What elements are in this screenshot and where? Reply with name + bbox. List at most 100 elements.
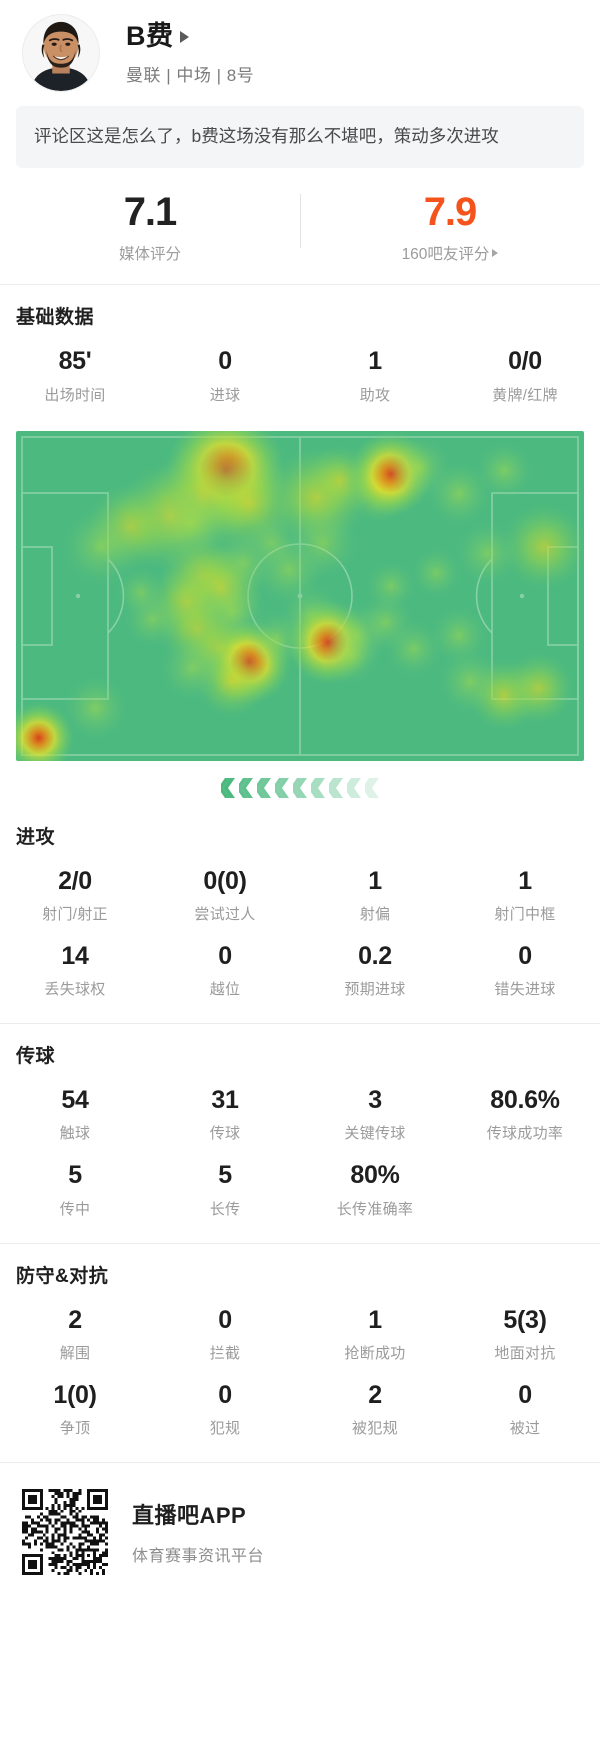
- stat-cell: 1 射门中框: [450, 857, 600, 932]
- stat-value: 5(3): [503, 1305, 547, 1334]
- divider: [0, 1242, 600, 1244]
- stat-grid-attack: 2/0 射门/射正 0(0) 尝试过人 1 射偏 1 射门中框 14 丢失球权 …: [0, 853, 600, 1018]
- comment-text: 评论区这是怎么了，b费这场没有那么不堪吧，策动多次进攻: [34, 126, 499, 146]
- stat-value: 1: [368, 347, 382, 376]
- heat-blob: [430, 606, 488, 664]
- player-name: B费: [126, 20, 174, 51]
- stat-label: 地面对抗: [494, 1344, 556, 1362]
- stat-label: 解围: [59, 1344, 91, 1362]
- stat-cell: 2 被犯规: [300, 1371, 450, 1446]
- player-team-position-number: 曼联 | 中场 | 8号: [126, 66, 255, 86]
- stat-label: 射门/射正: [42, 905, 108, 923]
- stat-label: 抢断成功: [344, 1344, 406, 1362]
- section-title-attack: 进攻: [16, 826, 56, 848]
- player-header: B费 曼联 | 中场 | 8号: [0, 0, 600, 102]
- app-tagline: 体育赛事资讯平台: [132, 1548, 265, 1566]
- stat-cell: 31 传球: [150, 1076, 300, 1151]
- stat-label: 传中: [59, 1200, 91, 1218]
- stat-label: 出场时间: [44, 386, 106, 404]
- stat-label: 传球: [209, 1125, 241, 1143]
- stat-label: 关键传球: [344, 1125, 406, 1143]
- heat-blob: [63, 675, 128, 740]
- media-rating: 7.1 媒体评分: [0, 190, 300, 264]
- stat-value: 0: [218, 1380, 232, 1409]
- qr-code-icon[interactable]: [22, 1489, 108, 1576]
- stat-value: 5: [68, 1161, 82, 1190]
- stat-value: 0: [218, 941, 232, 970]
- stat-cell: 0(0) 尝试过人: [150, 857, 300, 932]
- stat-label: 丢失球权: [44, 981, 106, 999]
- fans-rating-label[interactable]: 160吧友评分: [402, 242, 499, 264]
- heat-blob: [455, 520, 520, 585]
- stat-label: 触球: [59, 1125, 91, 1143]
- heat-blob: [503, 652, 575, 724]
- stat-cell: 0 进球: [150, 337, 300, 412]
- avatar-portrait-icon: [23, 15, 99, 91]
- stat-label: 传球成功率: [486, 1125, 564, 1143]
- stat-value: 2: [68, 1305, 82, 1334]
- stat-cell: 54 触球: [0, 1076, 150, 1151]
- stat-label: 被犯规: [352, 1420, 398, 1438]
- stat-cell: 1 抢断成功: [300, 1296, 450, 1371]
- stat-label: 预期进球: [344, 981, 406, 999]
- ratings-row: 7.1 媒体评分 7.9 160吧友评分: [0, 190, 600, 278]
- section-title-basic: 基础数据: [16, 307, 95, 329]
- heat-blob: [411, 547, 462, 598]
- stat-label: 被过: [509, 1420, 541, 1438]
- stat-label: 拦截: [209, 1344, 241, 1362]
- section-title-defense: 防守&对抗: [16, 1265, 109, 1287]
- heat-blob: [476, 441, 533, 499]
- stat-cell: 14 丢失球权: [0, 932, 150, 1007]
- stat-value: 0: [218, 1305, 232, 1334]
- double-chevron-left-icon: [220, 777, 235, 798]
- stat-cell-empty: [450, 1151, 600, 1226]
- comment-box[interactable]: 评论区这是怎么了，b费这场没有那么不堪吧，策动多次进攻: [16, 106, 584, 169]
- app-promo-footer: 直播吧APP 体育赛事资讯平台: [0, 1463, 600, 1605]
- avatar[interactable]: [22, 14, 100, 92]
- stat-value: 80.6%: [490, 1086, 560, 1115]
- heat-blob: [62, 507, 141, 586]
- stat-cell: 0 越位: [150, 932, 300, 1007]
- double-chevron-left-icon: [328, 777, 343, 798]
- stat-value: 5: [218, 1161, 232, 1190]
- stat-value: 14: [61, 941, 89, 970]
- double-chevron-left-icon: [346, 777, 361, 798]
- media-rating-label-text: 媒体评分: [118, 246, 181, 264]
- stat-label: 射门中框: [494, 905, 556, 923]
- fans-rating[interactable]: 7.9 160吧友评分: [300, 190, 600, 264]
- media-rating-value: 7.1: [123, 190, 178, 235]
- stat-value: 0: [218, 347, 232, 376]
- heat-blob: [501, 503, 584, 589]
- stat-label: 越位: [209, 981, 241, 999]
- stat-cell: 0 被过: [450, 1371, 600, 1446]
- player-name-row[interactable]: B费: [126, 20, 254, 52]
- divider: [0, 284, 600, 286]
- stat-label: 黄牌/红牌: [492, 386, 558, 404]
- stat-value: 85': [58, 347, 92, 376]
- heatmap-blobs: [16, 430, 584, 761]
- heat-blob: [16, 702, 75, 761]
- stat-value: 0/0: [508, 347, 542, 376]
- double-chevron-left-icon: [364, 777, 379, 798]
- fans-rating-value: 7.9: [423, 190, 478, 235]
- heatmap-section: [0, 430, 600, 805]
- stat-cell: 2/0 射门/射正: [0, 857, 150, 932]
- stat-label: 长传: [209, 1200, 241, 1218]
- attack-direction-indicator: [16, 761, 584, 805]
- heatmap-pitch[interactable]: [16, 430, 584, 761]
- stat-label: 尝试过人: [194, 905, 256, 923]
- stat-grid-basic: 85' 出场时间 0 进球 1 助攻 0/0 黄牌/红牌: [0, 333, 600, 422]
- stat-value: 3: [368, 1086, 382, 1115]
- stat-grid-passing: 54 触球 31 传球 3 关键传球 80.6% 传球成功率 5 传中 5 长传…: [0, 1072, 600, 1237]
- stat-label: 犯规: [209, 1420, 241, 1438]
- play-arrow-icon: [492, 249, 499, 258]
- play-arrow-icon: [179, 31, 189, 44]
- stat-value: 2/0: [58, 866, 92, 895]
- stat-cell: 1 射偏: [300, 857, 450, 932]
- stat-label: 进球: [209, 386, 241, 404]
- divider: [0, 1462, 600, 1464]
- player-meta: B费 曼联 | 中场 | 8号: [126, 20, 254, 86]
- stat-cell: 1(0) 争顶: [0, 1371, 150, 1446]
- stat-value: 1: [368, 1305, 382, 1334]
- stat-label: 错失进球: [494, 981, 556, 999]
